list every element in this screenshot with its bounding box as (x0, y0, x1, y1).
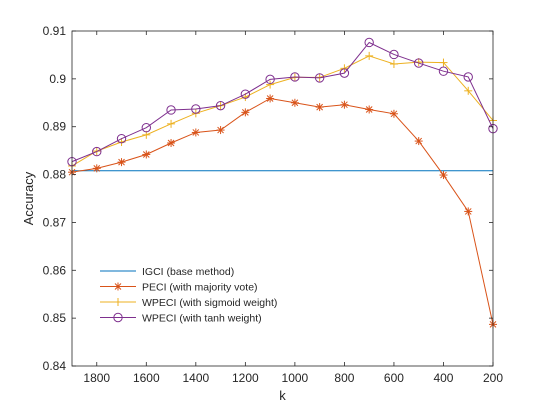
plot-area (67, 31, 498, 366)
series-3-point (365, 51, 374, 60)
plot-background (72, 31, 493, 366)
x-tick-label: 1800 (83, 371, 110, 385)
legend-item-2: PECI (with majority vote) (100, 282, 258, 294)
series-4-point (265, 74, 275, 85)
series-3-point (464, 86, 473, 95)
series-4-point (92, 146, 102, 157)
series-4-point (215, 100, 226, 111)
series-4-point (116, 133, 127, 144)
x-axis-label: k (279, 388, 286, 403)
series-4-point (339, 68, 350, 78)
y-tick-label: 0.88 (43, 168, 67, 182)
series-4-point (438, 66, 449, 76)
series-2-line (71, 97, 494, 325)
legend: IGCI (base method) PECI (with majority vo… (100, 266, 277, 325)
y-tick-label: 0.9 (49, 72, 66, 86)
legend-swatch-marker (114, 282, 122, 291)
y-tick-label: 0.87 (43, 215, 67, 229)
series-3-point (439, 58, 448, 67)
series-2-point (365, 105, 374, 114)
legend-label: IGCI (base method) (142, 266, 234, 278)
series-4-point (191, 104, 201, 114)
series-4-point (166, 105, 176, 115)
series-3-point (340, 64, 349, 73)
x-tick-label: 1000 (282, 371, 309, 385)
series-2-point (241, 108, 250, 117)
x-tick-label: 1200 (232, 371, 259, 385)
series-3-point (167, 119, 176, 128)
axes-box (71, 30, 494, 367)
y-tick-label: 0.86 (43, 263, 67, 277)
series-2-point (315, 103, 324, 112)
series-2-point (414, 137, 423, 146)
series-4-point (290, 72, 300, 82)
series-2-point (266, 94, 275, 103)
legend-label: WPECI (with sigmoid weight) (142, 297, 277, 309)
x-tick-label: 200 (483, 371, 503, 385)
y-tick-label: 0.89 (43, 120, 67, 134)
axes: 1800 1600 1400 1200 1000 800 600 400 200 0.84 0.85… (43, 24, 504, 385)
legend-label: PECI (with majority vote) (142, 282, 258, 294)
series-4-point (240, 89, 251, 99)
series-2-point (92, 164, 101, 173)
x-tick-label: 400 (433, 371, 453, 385)
x-tick-label: 1600 (133, 371, 160, 385)
series-2-point (117, 158, 126, 167)
series-4-point (364, 37, 374, 48)
legend-label: WPECI (with tanh weight) (142, 313, 262, 325)
series-2-point (191, 128, 200, 137)
y-tick-label: 0.85 (43, 311, 67, 325)
series-2-point (142, 150, 151, 159)
x-tick-label: 600 (384, 371, 404, 385)
legend-item-1: IGCI (base method) (100, 266, 234, 278)
series-3-point (266, 80, 275, 89)
series-2-point (464, 207, 473, 216)
x-tick-label: 800 (334, 371, 354, 385)
series-4-point (314, 73, 325, 83)
series-4-point (414, 58, 424, 68)
series-2-point (290, 98, 299, 107)
series-2-point (439, 171, 448, 180)
y-axis-label: Accuracy (21, 171, 36, 225)
series-2-point (167, 138, 176, 147)
x-tick-label: 1400 (182, 371, 209, 385)
series-2-point (216, 126, 225, 135)
y-tick-label: 0.84 (43, 359, 67, 373)
series-2-point (340, 100, 349, 109)
series-2-point (389, 109, 398, 118)
series-4-point (389, 49, 399, 60)
y-tick-label: 0.91 (43, 24, 67, 38)
legend-swatch-marker (113, 312, 123, 323)
legend-swatch-marker (114, 298, 122, 306)
legend-item-4: WPECI (with tanh weight) (100, 313, 262, 325)
series-4-point (141, 122, 151, 133)
series-3-point (389, 60, 398, 69)
legend-item-3: WPECI (with sigmoid weight) (100, 297, 277, 309)
series-4-point (463, 72, 473, 82)
